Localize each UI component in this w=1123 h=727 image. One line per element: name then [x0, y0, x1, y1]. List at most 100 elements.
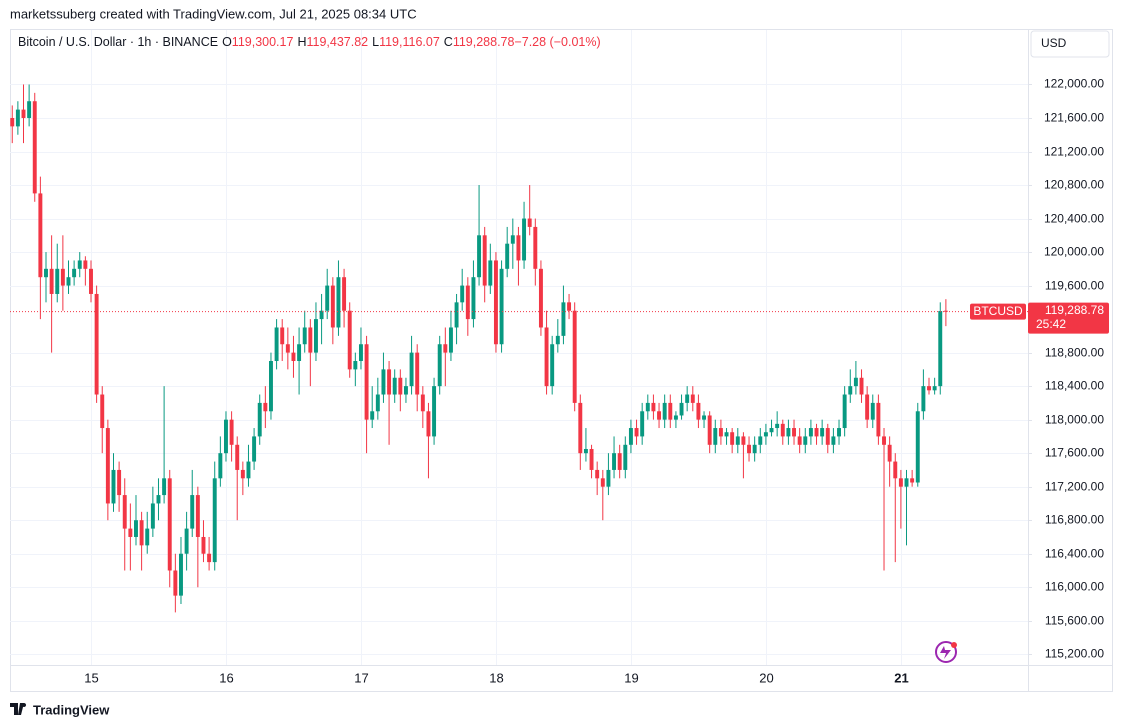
candle-body: [437, 344, 442, 387]
candle-body: [882, 436, 886, 445]
candle-body: [713, 428, 718, 445]
legend-key: L: [372, 35, 379, 49]
candle-body: [848, 386, 853, 395]
candle-body: [898, 478, 903, 487]
y-tick-label: 118,400.00: [1045, 379, 1104, 393]
candle-body: [342, 277, 347, 311]
candle-body: [792, 428, 796, 437]
candle-body: [634, 428, 639, 437]
candle-body: [730, 432, 735, 445]
x-tick-label: 19: [624, 670, 638, 685]
y-tick-label: 117,600.00: [1045, 446, 1104, 460]
candle-body: [814, 428, 819, 437]
candle-body: [156, 495, 161, 504]
candle-body: [150, 503, 155, 529]
candle-body: [268, 361, 273, 412]
candle-body: [302, 327, 307, 345]
candle-body: [173, 570, 178, 596]
last-price-tag: [1028, 302, 1109, 334]
legend-key: H: [297, 35, 306, 49]
candle-body: [387, 369, 392, 395]
candle-body: [460, 285, 465, 303]
y-tick-label: 121,200.00: [1044, 145, 1104, 159]
candle-body: [330, 285, 335, 328]
legend-value: −7.28 (−0.01%): [514, 35, 600, 49]
candle-body: [274, 327, 279, 361]
candle-body: [735, 436, 740, 445]
icon-bolt: [940, 646, 951, 659]
candle-body: [837, 428, 841, 437]
candle-body: [808, 428, 813, 437]
symbol-tag-label: BTCUSD: [973, 304, 1023, 318]
candle-body: [932, 386, 937, 391]
candle-body: [409, 352, 414, 387]
candle-body: [544, 327, 549, 387]
x-tick-label: 15: [84, 670, 98, 685]
candle-body: [640, 411, 645, 437]
candle-body: [780, 423, 785, 437]
candle-body: [499, 268, 504, 345]
candle-body: [870, 402, 875, 420]
candle-body: [207, 553, 212, 563]
candle-body: [561, 302, 566, 336]
candle-body: [325, 285, 330, 311]
candle-body: [167, 478, 172, 571]
currency-box[interactable]: [1030, 30, 1110, 58]
candle-body: [291, 352, 296, 361]
y-tick-label: 116,400.00: [1045, 547, 1104, 561]
candle-body: [128, 528, 133, 537]
candle-body: [645, 402, 650, 412]
candle-body: [347, 310, 352, 370]
candle-body: [910, 478, 915, 483]
candle-body: [229, 419, 234, 445]
y-tick-label: 121,600.00: [1044, 111, 1104, 125]
x-tick-label: 21: [894, 670, 908, 685]
candle-body: [690, 394, 695, 403]
candle-body: [820, 428, 825, 437]
candle-body: [246, 461, 251, 479]
candle-body: [657, 411, 662, 420]
symbol-tag: [970, 303, 1026, 320]
candle-body: [426, 411, 431, 437]
candle-body: [758, 436, 763, 445]
icon-ring: [935, 641, 957, 663]
candle-body: [100, 394, 105, 429]
candle-body: [612, 453, 617, 470]
candle-body: [589, 448, 594, 470]
legend-value: 119,437.82: [306, 35, 368, 49]
candle-body: [572, 310, 577, 403]
candle-body: [752, 444, 757, 454]
candle-body: [775, 423, 780, 429]
candle-body: [21, 109, 26, 118]
candle-body: [893, 461, 898, 479]
candle-body: [606, 469, 611, 487]
candle-body: [904, 478, 909, 487]
candle-body: [218, 453, 223, 479]
currency[interactable]: USD: [1041, 36, 1067, 50]
candle-body: [358, 344, 363, 361]
credit: marketssuberg created with TradingView.c…: [10, 6, 417, 21]
candle-body: [724, 432, 729, 437]
y-tick-label: 117,200.00: [1045, 480, 1104, 494]
candle-body: [595, 469, 600, 479]
y-tick-label: 115,600.00: [1045, 614, 1104, 628]
candle-body: [415, 352, 420, 395]
candles: [10, 84, 948, 613]
candle-body: [454, 302, 459, 328]
legend-key: O: [222, 35, 232, 49]
last-price-label: 119,288.78: [1045, 303, 1104, 317]
candle-body: [825, 428, 830, 445]
candle-body: [139, 520, 144, 546]
candle-body: [628, 428, 633, 445]
candle-body: [336, 277, 341, 328]
candle-body: [600, 478, 605, 487]
candle-body: [313, 319, 318, 353]
y-tick-label: 122,000.00: [1044, 77, 1104, 91]
alert-icon[interactable]: [935, 641, 957, 663]
candle-body: [280, 327, 285, 345]
y-tick-label: 116,800.00: [1045, 513, 1104, 527]
candle-body: [252, 436, 257, 462]
candle-body: [943, 310, 948, 312]
candle-body: [527, 218, 532, 227]
